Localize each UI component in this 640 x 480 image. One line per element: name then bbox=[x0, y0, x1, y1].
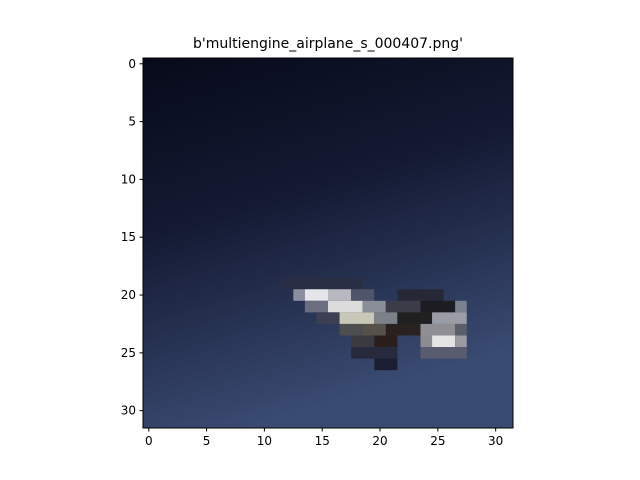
y-tick-label: 30 bbox=[121, 404, 136, 418]
x-tick-label: 5 bbox=[203, 434, 211, 448]
y-tick-label: 10 bbox=[121, 172, 136, 186]
image bbox=[143, 58, 513, 428]
axes-frame bbox=[142, 57, 514, 429]
y-tick-label: 25 bbox=[121, 346, 136, 360]
x-tick-label: 20 bbox=[372, 434, 387, 448]
x-tick-label: 30 bbox=[488, 434, 503, 448]
x-tick-label: 15 bbox=[315, 434, 330, 448]
y-tick-label: 15 bbox=[121, 230, 136, 244]
y-tick-label: 20 bbox=[121, 288, 136, 302]
x-tick-label: 25 bbox=[430, 434, 445, 448]
y-tick-label: 5 bbox=[128, 115, 136, 129]
y-tick-label: 0 bbox=[128, 57, 136, 71]
x-tick-label: 10 bbox=[257, 434, 272, 448]
chart-title: b'multiengine_airplane_s_000407.png' bbox=[193, 36, 463, 52]
x-tick-label: 0 bbox=[145, 434, 153, 448]
